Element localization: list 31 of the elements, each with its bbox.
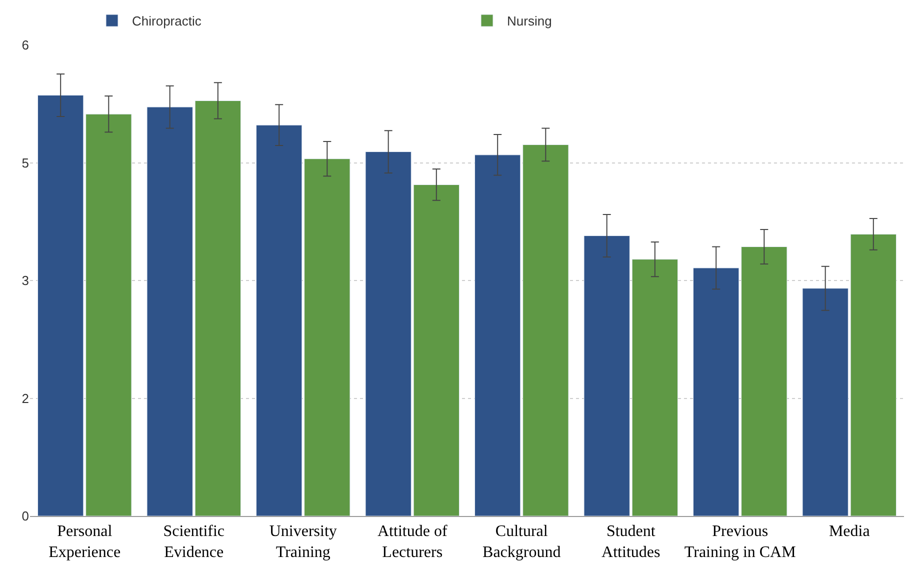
- y-tick-label: 5: [22, 155, 29, 170]
- bar: [86, 114, 132, 516]
- bar: [741, 246, 788, 516]
- x-tick-label: Attitude of Lecturers: [377, 523, 448, 561]
- bar: [38, 94, 84, 516]
- bar: [474, 154, 521, 516]
- x-tick-label: Cultural Background: [482, 523, 561, 561]
- bar: [802, 288, 848, 516]
- legend-label: Chiropractic: [132, 14, 202, 29]
- y-tick-label: 0: [22, 508, 29, 524]
- x-tick-label: Personal Experience: [48, 523, 121, 561]
- y-tick-label: 6: [22, 38, 29, 53]
- x-tick-label: Student Attitudes: [602, 523, 660, 561]
- bar: [194, 100, 241, 516]
- legend-label: Nursing: [507, 14, 552, 29]
- bar: [365, 152, 412, 516]
- bar: [146, 106, 193, 516]
- x-tick-label: Previous Training in CAM: [684, 523, 796, 561]
- bar: [584, 236, 630, 516]
- bar: [850, 234, 896, 516]
- bar: [413, 184, 460, 516]
- x-tick-label: Media: [828, 523, 870, 540]
- y-tick-label: 2: [22, 390, 29, 406]
- x-tick-label: University Training: [269, 523, 337, 561]
- bar: [256, 124, 302, 516]
- bar: [693, 268, 740, 516]
- bar: [304, 158, 350, 516]
- y-tick-label: 3: [22, 273, 29, 288]
- bar: [522, 144, 569, 516]
- x-tick-label: Scientific Evidence: [163, 523, 225, 561]
- bar: [632, 259, 678, 516]
